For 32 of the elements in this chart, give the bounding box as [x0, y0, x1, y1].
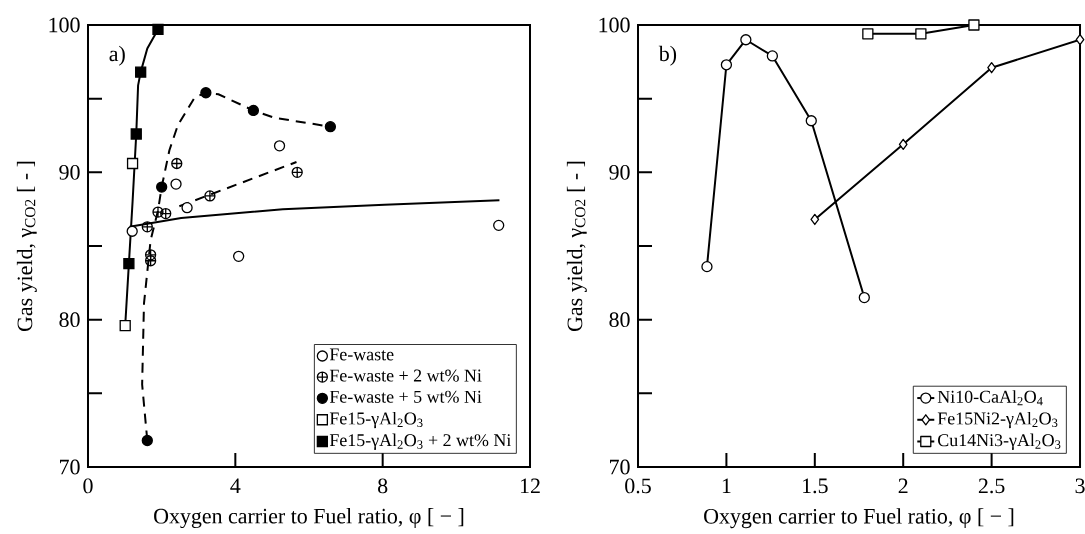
x-tick-label: 3 — [1075, 478, 1085, 494]
x-tick-label: 0 — [83, 478, 93, 494]
legend-label: Fe-waste + 5 wt% Ni — [329, 390, 482, 403]
legend-label: Ni10-CaAl$_{2}$O$_{4}$ — [937, 390, 1043, 406]
x-tick-label: 0.5 — [625, 478, 651, 494]
y-tick-label: 70 — [610, 459, 630, 475]
x-tick-label: 1 — [722, 478, 731, 493]
y-tick-label: 90 — [59, 164, 80, 180]
y-axis-title: Gas yield, γ$_{CO2}$ [ - ] — [566, 161, 587, 332]
legend-label: Fe15-γAl$_{2}$O$_{3}$ — [329, 411, 423, 429]
x-axis-title: Oxygen carrier to Fuel ratio, φ [ − ] — [704, 508, 1014, 529]
x-axis-title: Oxygen carrier to Fuel ratio, φ [ − ] — [154, 508, 464, 529]
x-tick-label: 1.5 — [803, 478, 828, 494]
x-tick-label: 8 — [378, 478, 388, 494]
x-tick-label: 12 — [520, 478, 540, 494]
annotation: a) — [109, 45, 125, 66]
x-tick-label: 2.5 — [978, 478, 1005, 494]
y-tick-label: 100 — [599, 17, 630, 33]
legend-label: Cu14Ni3-γAl$_{2}$O$_{3}$ — [938, 433, 1061, 450]
y-tick-label: 70 — [60, 459, 80, 475]
legend-label: Fe15Ni2-γAl$_{2}$O$_{3}$ — [937, 411, 1058, 429]
y-tick-label: 100 — [49, 17, 80, 33]
y-tick-label: 80 — [609, 312, 630, 328]
x-tick-label: 2 — [898, 478, 908, 494]
legend-label: Fe15-γAl$_{2}$O$_{3}$ + 2 wt% Ni — [329, 433, 511, 450]
y-tick-label: 80 — [59, 312, 80, 328]
annotation: b) — [658, 45, 677, 66]
legend-label: Fe-waste — [329, 348, 394, 361]
y-tick-label: 90 — [609, 164, 630, 180]
x-tick-label: 4 — [230, 478, 241, 493]
legend-label: Fe-waste + 2 wt% Ni — [329, 369, 482, 382]
y-axis-title: Gas yield, γ$_{CO2}$ [ - ] — [16, 161, 37, 332]
